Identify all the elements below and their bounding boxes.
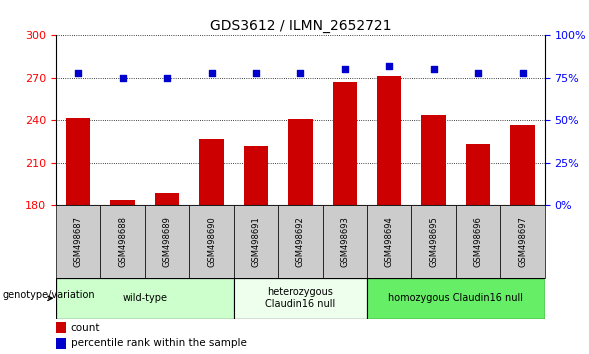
Text: percentile rank within the sample: percentile rank within the sample [71,338,246,348]
Bar [110,200,135,205]
Bar [367,278,545,319]
Text: heterozygous
Claudin16 null: heterozygous Claudin16 null [265,287,336,309]
Bar [323,205,367,278]
Bar [145,205,189,278]
Point [252,70,261,76]
Text: GSM498696: GSM498696 [474,216,482,267]
Bar [278,205,323,278]
Bar [377,76,402,205]
Point [518,70,527,76]
Text: genotype/variation: genotype/variation [3,290,95,300]
Bar [56,322,66,333]
Bar [155,193,179,205]
Point [385,63,394,69]
Text: GSM498693: GSM498693 [340,216,349,267]
Text: GSM498697: GSM498697 [518,216,527,267]
Bar [199,139,224,205]
Text: GSM498687: GSM498687 [74,216,82,267]
Bar [56,338,66,349]
Bar [422,115,446,205]
Bar [412,205,456,278]
Text: GSM498690: GSM498690 [207,216,216,267]
Text: GSM498689: GSM498689 [163,216,171,267]
Point [207,70,216,76]
Text: homozygous Claudin16 null: homozygous Claudin16 null [388,293,524,303]
Text: wild-type: wild-type [123,293,167,303]
Bar [466,144,491,205]
Bar [234,205,278,278]
Bar [56,278,234,319]
Text: GSM498692: GSM498692 [296,216,305,267]
Bar [333,82,357,205]
Bar [367,205,412,278]
Bar [244,146,268,205]
Text: GSM498695: GSM498695 [429,216,438,267]
Bar [56,205,100,278]
Point [340,67,349,72]
Text: GSM498688: GSM498688 [118,216,127,267]
Bar [456,205,501,278]
Point [74,70,83,76]
Bar [189,205,234,278]
Bar [234,278,367,319]
Point [296,70,305,76]
Point [474,70,483,76]
Bar [100,205,145,278]
Point [429,67,438,72]
Text: GSM498691: GSM498691 [252,216,260,267]
Point [163,75,172,81]
Point [118,75,127,81]
Text: count: count [71,322,100,332]
Bar [501,205,545,278]
Text: GSM498694: GSM498694 [385,216,394,267]
Bar [511,125,535,205]
Title: GDS3612 / ILMN_2652721: GDS3612 / ILMN_2652721 [210,19,391,33]
Bar [288,119,313,205]
Bar [66,118,90,205]
